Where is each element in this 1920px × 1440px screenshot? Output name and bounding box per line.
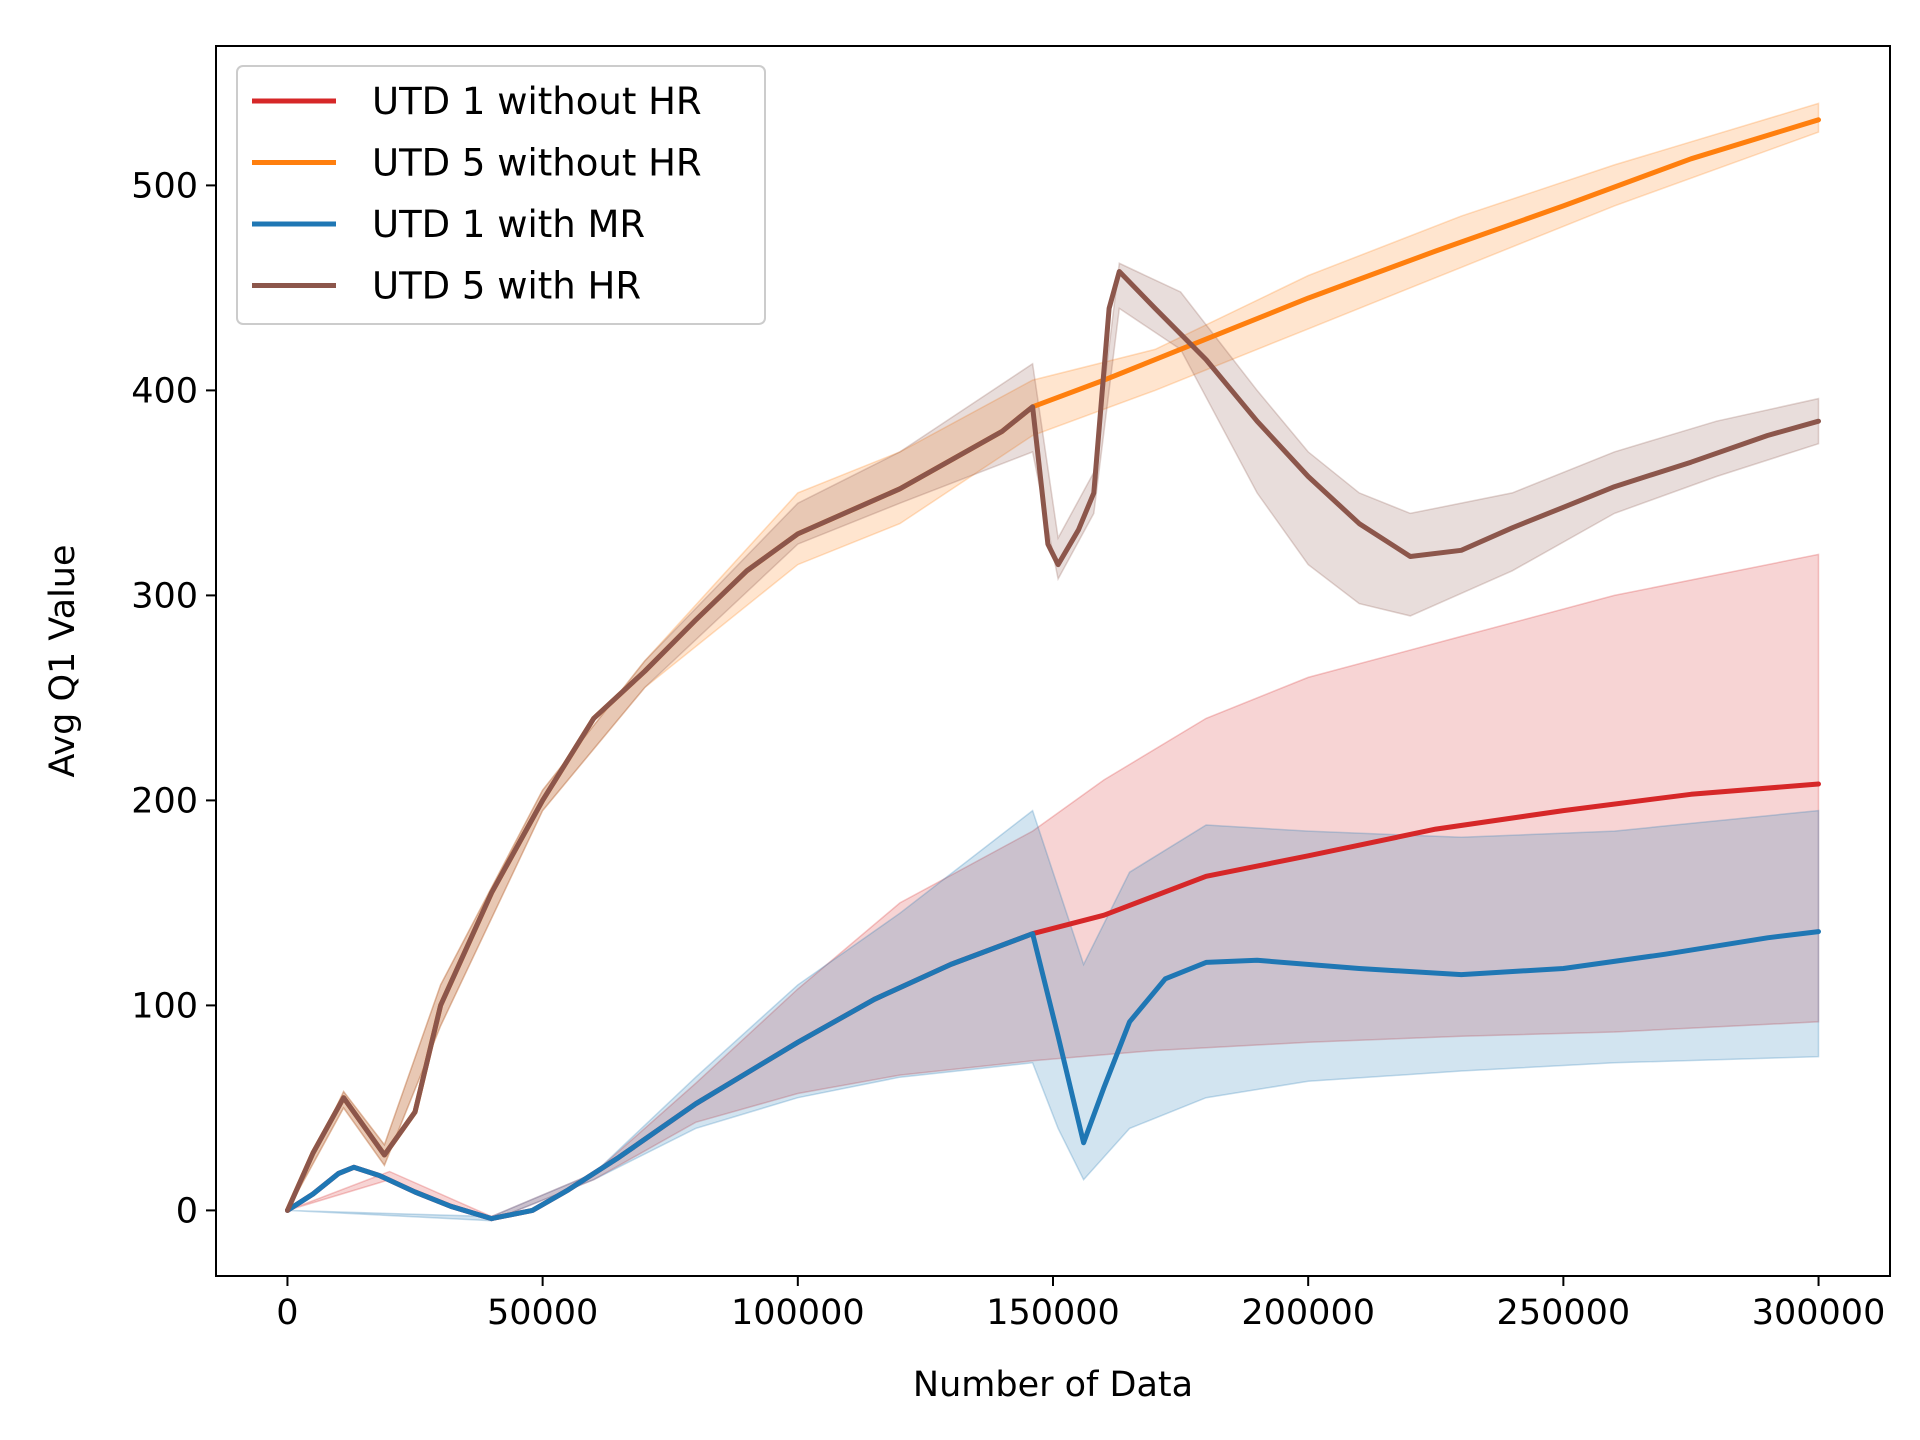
line-utd-1-with-mr bbox=[285, 929, 1821, 1222]
legend-entry-utd-5-without-hr: UTD 5 without HR bbox=[252, 142, 702, 185]
x-tick-label: 50000 bbox=[487, 1293, 598, 1333]
legend-entry-utd-1-with-mr: UTD 1 with MR bbox=[252, 203, 645, 246]
y-tick-label: 200 bbox=[131, 781, 198, 821]
y-tick-label: 300 bbox=[131, 576, 198, 616]
legend-entry-utd-1-without-hr: UTD 1 without HR bbox=[252, 80, 702, 123]
legend-label: UTD 1 with MR bbox=[372, 203, 645, 246]
y-tick-label: 400 bbox=[131, 371, 198, 411]
x-tick-label: 200000 bbox=[1241, 1293, 1375, 1333]
y-axis-title: Avg Q1 Value bbox=[43, 544, 83, 777]
legend-label: UTD 1 without HR bbox=[372, 80, 702, 123]
y-tick-label: 0 bbox=[176, 1191, 198, 1231]
x-tick-label: 100000 bbox=[731, 1293, 865, 1333]
y-tick-label: 100 bbox=[131, 986, 198, 1026]
band-utd-1-without-hr bbox=[287, 553, 1820, 1222]
legend-box bbox=[236, 65, 766, 325]
x-tick-label: 0 bbox=[276, 1293, 298, 1333]
legend-label: UTD 5 with HR bbox=[372, 265, 641, 308]
x-axis: 0 50000 100000 150000 200000 250000 300000 bbox=[276, 1276, 1885, 1333]
y-axis: 0 100 200 300 400 500 bbox=[131, 166, 216, 1231]
y-tick-label: 500 bbox=[131, 166, 198, 206]
legend: UTD 1 without HR UTD 5 without HR UTD 1 wi… bbox=[236, 65, 766, 325]
x-axis-title: Number of Data bbox=[913, 1365, 1193, 1405]
line-utd-5-with-hr bbox=[285, 269, 1821, 1213]
x-tick-label: 150000 bbox=[986, 1293, 1120, 1333]
x-tick-label: 250000 bbox=[1497, 1293, 1631, 1333]
x-tick-label: 300000 bbox=[1752, 1293, 1886, 1333]
legend-entry-utd-5-with-hr: UTD 5 with HR bbox=[252, 265, 641, 308]
series-lines bbox=[285, 117, 1821, 1222]
legend-label: UTD 5 without HR bbox=[372, 142, 702, 185]
